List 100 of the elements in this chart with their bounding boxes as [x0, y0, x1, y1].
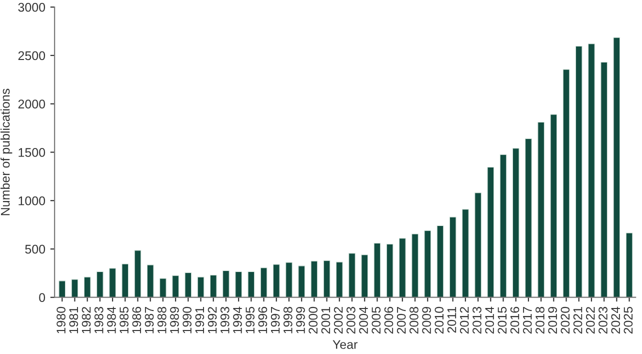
- bar: [449, 216, 456, 298]
- x-tick-label: 1989: [170, 306, 179, 334]
- x-tick-label: 1987: [144, 307, 154, 334]
- bar: [562, 69, 570, 298]
- x-tick-label: 1998: [283, 306, 292, 334]
- x-tick-label: 1997: [270, 307, 280, 334]
- bar: [160, 278, 166, 298]
- x-tick-label: 2016: [510, 306, 520, 334]
- bar: [96, 271, 104, 298]
- x-tick-label: 2022: [586, 307, 595, 334]
- bar: [512, 148, 520, 298]
- x-tick-label: 2017: [522, 307, 532, 334]
- bar: [134, 250, 142, 298]
- bar: [172, 275, 179, 298]
- bar: [122, 264, 129, 298]
- x-tick-label: 2009: [422, 306, 431, 334]
- bar: [210, 274, 217, 298]
- bar: [626, 232, 633, 298]
- x-tick-label: 2002: [334, 307, 343, 334]
- y-tick-label: 1500: [18, 148, 46, 157]
- y-tick-label: 500: [25, 244, 46, 254]
- bar: [84, 276, 91, 298]
- bar: [412, 234, 418, 298]
- x-tick-label: 2007: [396, 307, 406, 334]
- bar: [487, 166, 494, 298]
- x-tick-label: 2000: [308, 306, 318, 334]
- bar: [386, 244, 394, 298]
- x-tick-label: 1982: [82, 307, 91, 334]
- bar: [474, 192, 482, 298]
- x-tick-label: 2010: [434, 306, 444, 334]
- x-tick-label: 1984: [107, 306, 116, 334]
- bar: [600, 62, 608, 298]
- x-tick-label: 2018: [536, 306, 544, 334]
- bar: [538, 122, 544, 298]
- bar: [588, 44, 595, 298]
- x-tick-label: 2008: [410, 306, 418, 334]
- bar: [500, 154, 507, 298]
- x-tick-label: 1990: [182, 306, 192, 334]
- x-axis-title: Year: [332, 340, 358, 349]
- x-tick-label: 1994: [233, 306, 242, 334]
- bar: [146, 264, 154, 298]
- x-tick-label: 1995: [246, 306, 255, 334]
- bar: [260, 268, 268, 298]
- x-tick-label: 1986: [132, 306, 142, 334]
- x-tick-label: 1991: [195, 306, 204, 334]
- bar: [323, 260, 330, 298]
- x-tick-label: 2025: [624, 306, 633, 334]
- bar: [58, 280, 66, 298]
- bar: [348, 253, 356, 298]
- x-tick-label: 2024: [611, 306, 620, 334]
- y-tick-label: 3000: [18, 2, 46, 12]
- y-tick-label: 1000: [18, 196, 46, 206]
- x-tick-label: 2019: [548, 306, 558, 334]
- bar: [235, 271, 242, 298]
- bar: [310, 260, 318, 298]
- x-tick-label: 2012: [460, 307, 469, 334]
- bar: [374, 242, 381, 298]
- bar: [361, 254, 368, 298]
- x-tick-label: 2020: [560, 306, 570, 334]
- x-tick-label: 1983: [94, 306, 104, 334]
- y-tick-label: 0: [39, 293, 46, 302]
- x-tick-label: 2006: [384, 306, 394, 334]
- x-tick-label: 2003: [346, 306, 356, 334]
- bar: [184, 272, 192, 298]
- y-axis-title: Number of publications: [0, 88, 12, 216]
- x-tick-label: 1993: [220, 306, 230, 334]
- x-tick-label: 2021: [573, 306, 582, 334]
- x-tick-label: 2004: [359, 306, 368, 334]
- bar: [286, 262, 292, 298]
- x-tick-label: 1992: [208, 307, 217, 334]
- bar: [222, 270, 230, 298]
- x-tick-label: 1985: [120, 306, 129, 334]
- bar: [398, 238, 406, 298]
- bar: [462, 209, 469, 298]
- y-tick-label: 2000: [18, 100, 46, 108]
- bar: [436, 225, 444, 298]
- x-tick-label: 2005: [372, 306, 381, 334]
- bar: [248, 271, 255, 298]
- bar: [424, 230, 432, 298]
- x-tick-label: 2014: [485, 306, 494, 334]
- bar: [336, 262, 343, 298]
- bar: [613, 37, 620, 298]
- x-tick-label: 1980: [56, 306, 66, 334]
- bar: [550, 114, 558, 298]
- bar: [71, 279, 78, 298]
- bar: [197, 276, 204, 298]
- bar: [575, 46, 582, 298]
- bar: [525, 138, 532, 298]
- x-tick-label: 1996: [258, 306, 268, 334]
- x-tick-label: 2015: [498, 306, 507, 334]
- x-tick-label: 2023: [598, 306, 608, 334]
- bar: [272, 264, 280, 298]
- x-tick-label: 2011: [447, 306, 456, 333]
- x-tick-label: 1988: [157, 306, 166, 334]
- x-tick-label: 2013: [472, 306, 482, 334]
- y-tick-label: 2500: [18, 51, 46, 60]
- bar: [109, 268, 116, 298]
- x-tick-label: 2001: [321, 306, 330, 334]
- x-tick-label: 1999: [296, 306, 305, 334]
- bar: [298, 266, 306, 298]
